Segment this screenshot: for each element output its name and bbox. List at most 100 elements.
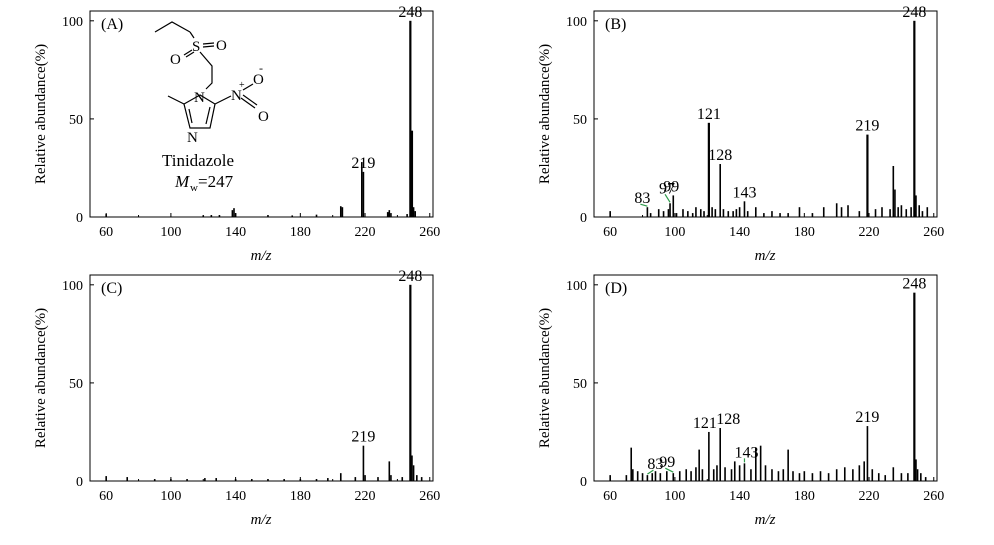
spectrum-peak (881, 207, 883, 217)
spectrum-peak (105, 214, 107, 217)
label-leader-line (640, 203, 648, 207)
x-tick-label: 100 (160, 489, 181, 504)
spectrum-peak (388, 461, 391, 481)
mw-subscript: w (190, 182, 198, 194)
x-tick-label: 60 (99, 225, 113, 240)
y-axis-label: Relative abundance(%) (537, 308, 553, 448)
spectrum-peak (712, 469, 715, 481)
peak-label: 219 (351, 429, 375, 446)
spectrum-peak (877, 473, 880, 481)
spectrum-peak (771, 211, 773, 217)
spectrum-peak (651, 473, 654, 481)
x-tick-label: 220 (355, 225, 376, 240)
sulfonyl-double-bond-2a (202, 42, 215, 45)
spectrum-peak (707, 122, 710, 217)
x-axis-label: m/z (251, 248, 272, 264)
spectrum-peak (416, 475, 418, 481)
spectrum-peak (672, 473, 675, 481)
spectrum-peak (691, 213, 694, 217)
label-leader-line (665, 467, 674, 473)
x-tick-label: 260 (419, 225, 440, 240)
spectrum-peak (218, 215, 221, 217)
spectrum-peak (847, 205, 849, 217)
atom-n-nitro: N (231, 88, 242, 104)
spectrum-peak (852, 469, 854, 481)
spectrum-peak (186, 479, 188, 481)
peak-label: 128 (716, 411, 740, 428)
spectrum-peak (871, 469, 874, 481)
spectrum-peak (924, 477, 927, 481)
spectrum-peak (738, 207, 741, 217)
sulfonyl-bond-ethyl (189, 31, 195, 39)
spectrum-peak (764, 465, 767, 481)
spectrum-peak (907, 473, 909, 481)
ring-double-bond-1 (188, 108, 193, 124)
nitro-o-down-a (240, 97, 256, 109)
spectrum-panel: 60 100 140 180 220 260 0 50 100 219 248 (C) Relative… (33, 268, 440, 528)
spectrum-peak (362, 171, 365, 217)
label-leader-line (647, 469, 654, 475)
spectrum-peak (733, 461, 736, 481)
spectrum-peak (341, 207, 344, 217)
spectrum-peak (897, 207, 899, 217)
methyl-bond (167, 95, 185, 105)
spectrum-peak (630, 447, 633, 481)
spectrum-peak (863, 461, 865, 481)
spectrum-peak (920, 473, 922, 481)
spectrum-peak (625, 475, 628, 481)
spectrum-peak (234, 479, 237, 481)
plot-frame (593, 274, 938, 482)
spectrum-peak (662, 211, 665, 217)
spectrum-peak (750, 469, 752, 481)
spectrum-peak (267, 215, 269, 217)
nitro-plus: + (239, 80, 245, 91)
nitro-minus: - (259, 61, 263, 75)
spectrum-peak (746, 211, 749, 217)
x-axis-label: m/z (755, 512, 776, 528)
spectrum-peak (811, 473, 814, 481)
spectrum-peak (267, 479, 269, 481)
spectrum-peak (682, 209, 684, 217)
spectrum-peak (724, 467, 726, 481)
spectrum-peak (170, 479, 172, 481)
spectrum-peak (690, 471, 692, 481)
atom-n3: N (187, 130, 198, 146)
spectrum-peak (777, 471, 780, 481)
spectrum-peak (210, 215, 213, 217)
spectrum-peak (858, 465, 861, 481)
mw-value: =247 (198, 172, 234, 191)
peak-label: 99 (663, 178, 679, 195)
spectrum-peak (782, 469, 785, 481)
peak-label: 143 (732, 184, 756, 201)
spectrum-peak (827, 473, 830, 481)
spectrum-peak (250, 479, 253, 481)
mw-symbol: M (174, 172, 190, 191)
spectrum-peak (283, 479, 285, 481)
x-tick-label: 60 (99, 489, 113, 504)
spectrum-peak (646, 475, 649, 481)
nitro-o-down-b (242, 94, 258, 106)
sulfonyl-double-bond-1a (183, 49, 193, 56)
spectrum-peak (915, 459, 917, 481)
spectrum-peak (730, 469, 733, 481)
spectrum-peak (672, 195, 675, 217)
spectrum-peak (234, 213, 237, 217)
spectrum-peak (738, 465, 741, 481)
spectrum-peak (409, 20, 412, 217)
spectrum-peak (743, 463, 746, 481)
spectrum-peak (377, 477, 379, 481)
x-tick-label: 220 (859, 489, 880, 504)
spectrum-peak (666, 471, 668, 481)
x-tick-label: 100 (664, 489, 685, 504)
spectrum-peak (364, 475, 366, 481)
spectrum-peak (401, 477, 404, 481)
x-tick-label: 180 (794, 225, 815, 240)
x-tick-label: 60 (603, 225, 617, 240)
peak-label: 97 (659, 180, 675, 197)
peak-label: 121 (693, 415, 717, 432)
spectrum-peak (202, 215, 205, 217)
atom-o-nitro-bottom: O (258, 109, 269, 125)
spectrum-peak (771, 469, 773, 481)
